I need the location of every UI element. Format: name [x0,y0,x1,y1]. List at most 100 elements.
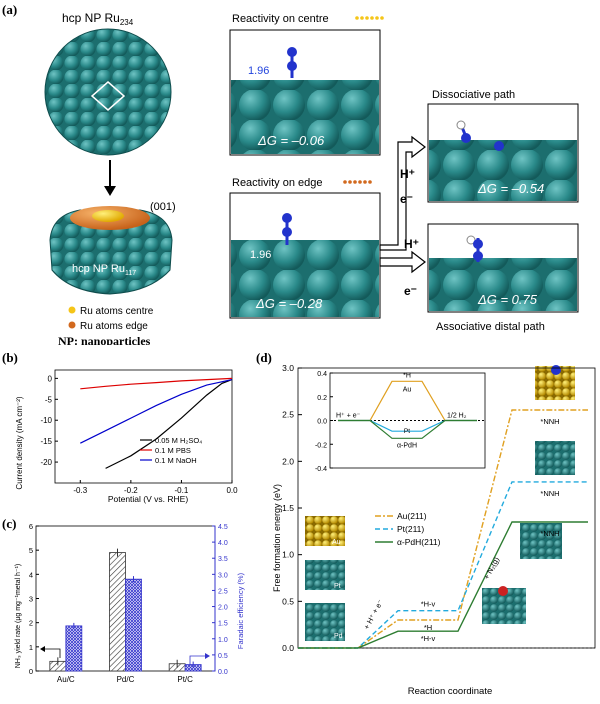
nnh-structure-pd [520,523,562,559]
legend-centre-label: Ru atoms centre [80,306,154,317]
panel-d-h-label: *H [424,623,432,632]
au-structure [305,516,345,546]
panel-b-xtick-label: 0.0 [226,486,238,495]
e-minus-1: e⁻ [400,192,413,206]
inset-ytick-label: 0.0 [317,419,327,426]
inset-left-label: H⁺ + e⁻ [336,413,361,420]
panel-d-ytick-label: 2.0 [282,456,294,466]
associative-box: ΔG = 0.75 [427,223,579,313]
panel-c-ytick-label: 5 [29,546,33,555]
panel-d-legend-label: α-PdH(211) [397,537,441,547]
panel-c-category-label: Pd/C [117,675,135,684]
centre-site-marker [90,81,126,111]
panel-c-y2tick-label: 3.0 [218,572,228,579]
panel-d-series-line [298,521,588,649]
panel-c-y2label: Faradaic efficiency (%) [236,572,245,649]
panel-b-label: (b) [2,350,18,365]
inset-ytick-label: 0.4 [317,371,327,378]
pt-structure-label: Pt [334,583,341,590]
panel-b: (b) Current density (mA cm⁻²) Potential … [0,348,240,506]
legend-edge-dot [68,321,76,329]
panel-c-right-pointer-head [205,653,210,659]
panel-d-nnh-label: *NNH [540,529,559,538]
panel-c-y2tick-label: 4.0 [218,540,228,547]
panel-c-y2tick-label: 1.5 [218,621,228,628]
panel-c-right-pointer [189,655,205,666]
panel-c-y2tick-label: 2.0 [218,605,228,612]
dissociative-title: Dissociative path [432,89,515,101]
panel-c-y2tick-label: 2.5 [218,588,228,595]
panel-d-ytick-label: 3.0 [282,363,294,373]
inset-au-label: Au [403,386,412,393]
legend-centre-dot [68,306,76,314]
panel-d-ytick-label: 0.0 [282,643,294,653]
panel-c-ytick-label: 2 [29,619,33,628]
panel-d-nnh-label: *NNH [540,417,559,426]
panel-c-bar-fe [125,578,142,672]
panel-b-legend-label: 0.1 M NaOH [155,456,197,465]
panel-d-legend-label: Pt(211) [397,524,424,534]
facet-label: (001) [150,201,176,213]
panel-b-frame [54,369,233,484]
panel-c-bar-fe [65,625,83,672]
panel-d-hv-label: *H-v [421,634,436,643]
panel-d-legend-label: Au(211) [397,511,427,521]
panel-b-ytick-label: -5 [45,395,53,404]
legend-edge-label: Ru atoms edge [80,321,148,332]
panel-b-ytick-label: -20 [40,458,52,467]
panel-b-series-line [80,377,233,390]
au-structure-label: Au [332,539,341,546]
dissociative-box: ΔG = –0.54 [427,103,579,203]
panel-c-chart: (c) NH₃ yield rate (µg mg⁻¹metal h⁻¹) Fa… [2,516,245,684]
panel-c-left-pointer-head [40,646,45,652]
np117-title: hcp NP Ru117 [72,263,136,277]
panel-b-chart: (b) Current density (mA cm⁻²) Potential … [2,350,238,504]
panel-d: (d) Free formation energy (eV) Reaction … [250,348,600,699]
panel-b-ytick-label: 0 [48,374,53,383]
panel-d-label: (d) [256,350,272,365]
panel-c-y2tick-label: 1.0 [218,637,228,644]
panel-a: (a) hcp NP Ru234 (001) hcp NP Ru117 Ru a… [0,0,600,348]
panel-a-canvas: (a) hcp NP Ru234 (001) hcp NP Ru117 Ru a… [2,2,579,348]
associative-title: Associative distal path [436,321,545,333]
panel-d-ytick-label: 2.5 [282,410,294,420]
nnh-structure-pt [535,441,575,475]
panel-d-ylabel: Free formation energy (eV) [272,484,282,592]
inset-pdh-label: α-PdH [397,442,417,449]
panel-c-category-label: Pt/C [177,675,193,684]
panel-d-xlabel: Reaction coordinate [408,686,493,697]
panel-b-ytick-label: -15 [40,437,52,446]
panel-d-ytick-label: 0.5 [282,596,294,606]
panel-b-ylabel: Current density (mA cm⁻²) [15,396,24,489]
panel-d-nnh-label: *NNH [540,489,559,498]
path-arrows [379,135,426,274]
panel-c-category-label: Au/C [57,675,75,684]
panel-b-ytick-label: -10 [40,416,52,425]
panel-b-series-line [80,379,233,444]
panel-b-series-line [105,379,233,469]
panel-d-ytick-label: 1.0 [282,550,294,560]
centre-bond-length: 1.96 [248,65,269,77]
panel-c-ytick-label: 6 [29,522,33,531]
panel-b-legend-label: 0.05 M H₂SO₄ [155,436,202,445]
inset-ytick-label: -0.4 [315,466,327,473]
inset-ytick-label: -0.2 [315,442,327,449]
pt-structure [305,560,345,590]
nanoparticle-117 [49,209,173,295]
inset-top-label: *H [403,372,411,379]
inset-pt-label: Pt [404,428,410,435]
inset-right-label: 1/2 H₂ [447,413,467,420]
inset-ytick-label: 0.2 [317,395,327,402]
panel-b-xlabel: Potential (V vs. RHE) [108,494,188,504]
panel-c-y2tick-label: 0.0 [218,669,228,676]
panel-c-ytick-label: 4 [29,570,33,579]
panel-c-ylabel: NH₃ yield rate (µg mg⁻¹metal h⁻¹) [15,564,22,669]
dissociative-dg: ΔG = –0.54 [477,181,544,196]
panel-d-step2-label: + N₂(g) [482,555,501,581]
panel-c-ytick-label: 0 [29,667,33,676]
centre-dg: ΔG = –0.06 [257,133,325,148]
panel-b-xtick-label: -0.3 [73,486,87,495]
np-note: NP: nanoparticles [58,334,151,345]
reactivity-edge-title: Reactivity on edge [232,177,323,189]
panel-c-label: (c) [2,516,16,531]
